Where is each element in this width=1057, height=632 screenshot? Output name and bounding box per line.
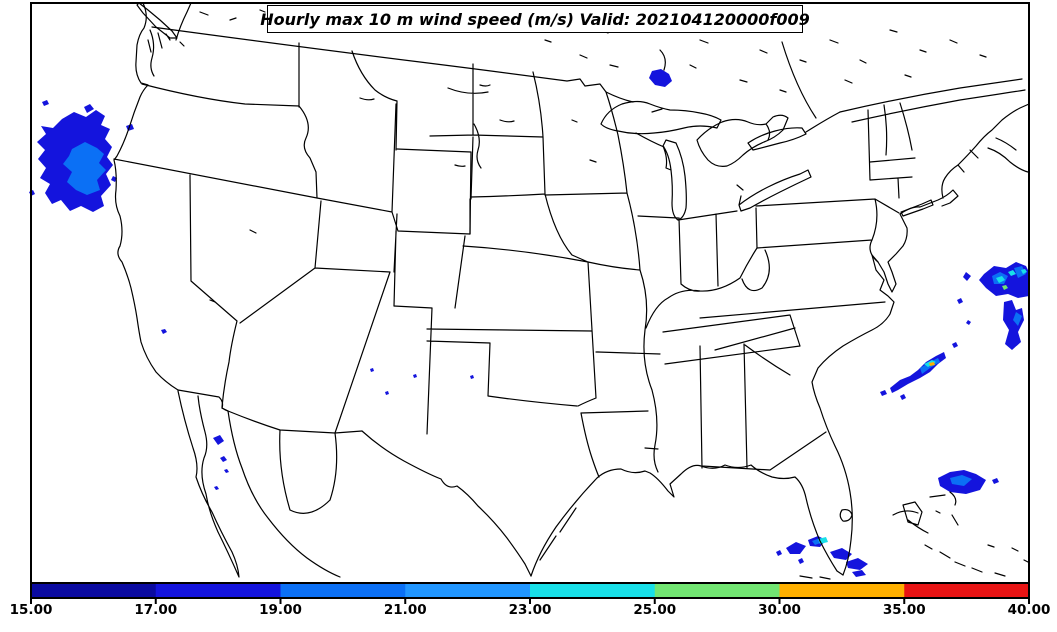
ottawa-river [782,42,816,118]
rio-grande [362,431,531,576]
florida-keys [800,576,830,579]
mexico-state-lines [280,430,337,513]
colorbar-tick-label: 21.00 [383,602,427,618]
colorbar-segment [904,583,1030,598]
contour-midatlantic-streak [880,342,958,400]
colorbar-tick-label: 35.00 [882,602,926,618]
vancouver-island [137,3,191,46]
colorbar-segment [280,583,406,598]
lake-erie [737,170,811,211]
mexico-border-az-nm [222,408,362,433]
colorbar-segment [31,583,157,598]
colorbar-ticks [30,598,1030,604]
contour-superior [649,69,672,87]
atlantic-coastline [812,104,1029,575]
gulf-coastline [531,465,843,576]
texas-barrier-islands [540,508,576,560]
long-island [901,200,933,216]
state-borders-west [114,43,471,433]
contour-pacific-inner [63,142,106,195]
wind-contours [29,69,1029,577]
colorbar-labels: 15.00 17.00 19.00 21.00 23.00 25.00 30.00 35.00… [0,602,1057,624]
lake-superior [601,102,721,134]
contour-florida-east-inner [950,475,972,486]
colorbar-tick-label: 17.00 [134,602,178,618]
us-interior-detail [210,85,596,302]
lake-ontario [748,128,806,150]
lake-okeechobee [840,510,852,522]
cuba-bahamas [893,492,1028,576]
contour-newengland-cyan [996,269,1027,283]
mexico-border-california [178,390,223,408]
colorbar-segment [530,583,656,598]
lake-huron [697,115,788,166]
contour-newengland-tail [1003,300,1024,350]
state-borders-northeast [742,103,915,291]
contour-midatlantic-core [929,362,935,366]
st-lawrence [840,79,1025,122]
lake-michigan [663,140,686,220]
colorbar-segment [155,583,281,598]
colorbar-tick-label: 23.00 [508,602,552,618]
plot-title: Hourly max 10 m wind speed (m/s) Valid: … [260,9,810,29]
colorbar-tick-label: 19.00 [259,602,302,618]
contour-interior-specks [161,78,671,395]
colorbar-segment [779,583,905,598]
contour-newengland-specks [957,272,971,325]
map-frame [31,3,1029,583]
contour-gulf-california [213,435,229,490]
colorbar-tick-label: 30.00 [758,602,801,618]
colorbar-segments [31,583,1030,598]
state-borders-midwest [545,92,757,472]
colorbar-segment [654,583,780,598]
colorbar [30,582,1030,604]
colorbar-tick-label: 40.00 [1007,602,1051,618]
state-borders-plains [394,64,660,477]
state-borders-south [596,302,885,470]
contour-florida-sw [776,536,868,577]
colorbar-tick-label: 25.00 [633,602,677,618]
baja-california [178,391,239,577]
maritime-canada [958,138,1028,172]
pacific-coastline [114,3,178,390]
title-box: Hourly max 10 m wind speed (m/s) Valid: … [260,5,810,33]
mexico-mainland-coast [222,408,340,577]
map-lines [114,3,1029,579]
puget-sound [148,30,162,76]
us-canada-border [152,27,633,102]
contour-newengland-green [1002,285,1008,290]
colorbar-segment [405,583,531,598]
colorbar-tick-label: 15.00 [9,602,53,618]
